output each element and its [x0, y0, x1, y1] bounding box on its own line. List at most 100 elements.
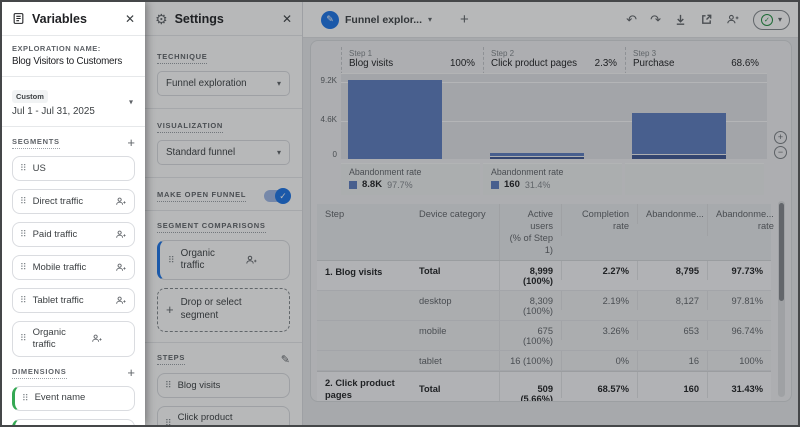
table-row[interactable]: desktop 8,309 (100%) 2.19% 8,127 97.81% — [317, 291, 771, 322]
chevron-down-icon: ▾ — [276, 79, 281, 88]
settings-panel-title: Settings — [174, 11, 224, 26]
add-tab-icon[interactable]: + — [460, 11, 469, 28]
dimensions-section-label: DIMENSIONS — [12, 367, 67, 379]
drag-handle-icon[interactable]: ⠿ — [20, 163, 27, 173]
table-row[interactable]: 1. Blog visits Total 8,999 (100%) 2.27% 8,… — [317, 261, 771, 292]
funnel-step-3: Step 3 Purchase 68.6% — [625, 47, 767, 195]
drag-handle-icon[interactable]: ⠿ — [165, 418, 172, 425]
segment-people-icon — [115, 262, 127, 273]
make-open-funnel-label: MAKE OPEN FUNNEL — [157, 190, 247, 202]
check-circle-icon: ✓ — [760, 13, 773, 26]
date-range-picker[interactable]: Custom Jul 1 - Jul 31, 2025 ▾ — [12, 86, 135, 117]
plus-icon: + — [166, 302, 174, 318]
segment-people-icon — [245, 254, 258, 266]
variables-panel-header: Variables ✕ — [2, 2, 145, 36]
download-icon[interactable] — [674, 13, 687, 26]
segment-chip-paid-traffic[interactable]: ⠿ Paid traffic — [12, 222, 135, 247]
divider — [145, 210, 302, 211]
drag-handle-icon[interactable]: ⠿ — [20, 262, 27, 272]
segment-people-icon — [91, 333, 103, 344]
exploration-canvas: 9.2K 4.6K 0 Step 1 Blog visits 100% — [310, 40, 792, 402]
funnel-bar-step-2[interactable] — [490, 153, 584, 159]
drag-handle-icon[interactable]: ⠿ — [20, 295, 27, 305]
segment-chip-organic-traffic[interactable]: ⠿ Organic traffic — [12, 321, 135, 357]
y-tick: 0 — [332, 150, 337, 159]
table-row[interactable]: tablet 16 (100%) 0% 16 100% — [317, 351, 771, 372]
technique-label: TECHNIQUE — [157, 52, 208, 64]
segment-chip-us[interactable]: ⠿ US — [12, 156, 135, 181]
technique-dropdown[interactable]: Funnel exploration ▾ — [157, 71, 290, 96]
legend-square-icon — [349, 180, 357, 189]
date-range-value: Jul 1 - Jul 31, 2025 — [12, 106, 95, 117]
table-header-row: Step Device category Active users (% of S… — [317, 204, 774, 262]
undo-icon[interactable]: ↶ — [626, 12, 638, 27]
funnel-step-2: Step 2 Click product pages 2.3% Abandonm… — [483, 47, 625, 195]
segments-section-label: SEGMENTS — [12, 137, 60, 149]
steps-section-label: STEPS — [157, 353, 186, 366]
tab-bar: ✎ Funnel explor... ▾ + ↶ ↷ ✓ ▾ — [303, 2, 798, 38]
close-settings-icon[interactable]: ✕ — [281, 11, 292, 26]
toggle-check-icon: ✓ — [275, 188, 291, 204]
segment-people-icon — [115, 295, 127, 306]
scrollbar-thumb[interactable] — [779, 203, 784, 301]
exploration-name-value: Blog Visitors to Customers — [12, 56, 123, 67]
gear-icon: ⚙ — [155, 10, 168, 27]
exploration-name-block[interactable]: EXPLORATION NAME: Blog Visitors to Custo… — [12, 44, 135, 67]
zoom-in-icon[interactable]: + — [774, 131, 787, 144]
settings-panel: ⚙ Settings ✕ TECHNIQUE Funnel exploratio… — [145, 2, 303, 425]
tab-funnel-exploration[interactable]: ✎ Funnel explor... ▾ — [311, 10, 442, 29]
drag-handle-icon[interactable]: ⠿ — [165, 379, 172, 390]
divider — [2, 126, 145, 127]
main-area: ✎ Funnel explor... ▾ + ↶ ↷ ✓ ▾ 9 — [303, 2, 798, 425]
approval-status-button[interactable]: ✓ ▾ — [752, 9, 790, 30]
segment-comparison-organic-traffic[interactable]: ⠿ Organic traffic — [157, 240, 290, 281]
drag-handle-icon[interactable]: ⠿ — [22, 392, 29, 403]
drop-segment-zone[interactable]: + Drop or select segment — [157, 288, 290, 332]
step-chip-click-product-pages[interactable]: ⠿ Click product pages — [157, 405, 290, 425]
close-variables-icon[interactable]: ✕ — [124, 11, 135, 26]
divider — [145, 341, 302, 343]
funnel-data-table: Step Device category Active users (% of S… — [317, 204, 774, 401]
redo-icon[interactable]: ↷ — [650, 12, 661, 27]
drag-handle-icon[interactable]: ⠿ — [168, 254, 175, 265]
chevron-down-icon: ▾ — [276, 148, 281, 157]
pencil-circle-icon: ✎ — [321, 10, 339, 29]
edit-steps-icon[interactable]: ✎ — [280, 353, 290, 366]
table-row[interactable]: mobile 675 (100%) 3.26% 653 96.74% — [317, 321, 771, 352]
drag-handle-icon[interactable]: ⠿ — [20, 229, 27, 239]
funnel-bar-step-3[interactable] — [632, 113, 726, 159]
variables-icon — [12, 12, 25, 25]
tab-chevron-down-icon[interactable]: ▾ — [428, 15, 433, 24]
chevron-down-icon: ▾ — [777, 15, 782, 24]
abandonment-box-step-3 — [625, 163, 764, 195]
segment-chip-mobile-traffic[interactable]: ⠿ Mobile traffic — [12, 255, 135, 280]
chevron-down-icon: ▾ — [128, 97, 133, 106]
table-row[interactable]: 2. Click product pages Total 509 (5.66%) 6… — [317, 371, 771, 401]
divider — [2, 76, 145, 77]
dimension-chip-event-name[interactable]: ⠿ Event name — [12, 385, 135, 411]
add-user-icon[interactable] — [726, 13, 740, 26]
add-segment-icon[interactable]: + — [127, 135, 135, 150]
visualization-label: VISUALIZATION — [157, 121, 224, 133]
drag-handle-icon[interactable]: ⠿ — [20, 196, 27, 206]
segment-chip-tablet-traffic[interactable]: ⠿ Tablet traffic — [12, 288, 135, 313]
add-dimension-icon[interactable]: + — [127, 364, 135, 380]
make-open-funnel-toggle[interactable]: ✓ — [264, 188, 291, 204]
zoom-out-icon[interactable]: − — [774, 146, 787, 159]
divider — [145, 177, 302, 178]
segment-people-icon — [115, 229, 127, 240]
segment-chip-direct-traffic[interactable]: ⠿ Direct traffic — [12, 189, 135, 214]
visualization-dropdown[interactable]: Standard funnel ▾ — [157, 140, 290, 165]
abandonment-box-step-2: Abandonment rate 160 31.4% — [483, 163, 622, 195]
divider — [145, 108, 302, 109]
funnel-step-1: Step 1 Blog visits 100% Abandonment rate — [341, 47, 483, 195]
export-icon[interactable] — [700, 13, 713, 26]
drag-handle-icon[interactable]: ⠿ — [20, 333, 27, 344]
funnel-bar-step-1[interactable] — [348, 79, 442, 159]
step-chip-blog-visits[interactable]: ⠿ Blog visits — [157, 372, 290, 398]
y-tick: 4.6K — [320, 115, 337, 124]
dimension-chip-gender[interactable]: ⠿ Gender — [12, 418, 135, 425]
table-scrollbar[interactable] — [778, 201, 785, 397]
funnel-chart: 9.2K 4.6K 0 Step 1 Blog visits 100% — [317, 47, 787, 195]
